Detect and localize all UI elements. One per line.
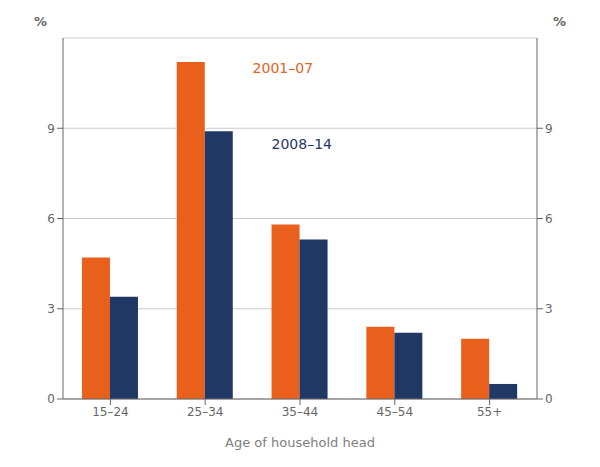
svg-text:3: 3 (545, 302, 553, 316)
svg-text:45–54: 45–54 (377, 405, 414, 419)
svg-text:Age of household head: Age of household head (225, 435, 375, 450)
svg-text:9: 9 (47, 122, 55, 136)
svg-text:6: 6 (545, 212, 553, 226)
svg-text:55+: 55+ (477, 405, 502, 419)
svg-text:0: 0 (545, 392, 553, 406)
svg-text:25–34: 25–34 (187, 405, 224, 419)
svg-text:0: 0 (47, 392, 55, 406)
html-text:2008–14: 2008–14 (271, 135, 332, 152)
svg-text:15–24: 15–24 (92, 405, 129, 419)
svg-text:3: 3 (47, 302, 55, 316)
svg-text:9: 9 (545, 122, 553, 136)
svg-text:6: 6 (47, 212, 55, 226)
html-text:2001–07: 2001–07 (252, 59, 313, 76)
svg-text:35–44: 35–44 (282, 405, 319, 419)
